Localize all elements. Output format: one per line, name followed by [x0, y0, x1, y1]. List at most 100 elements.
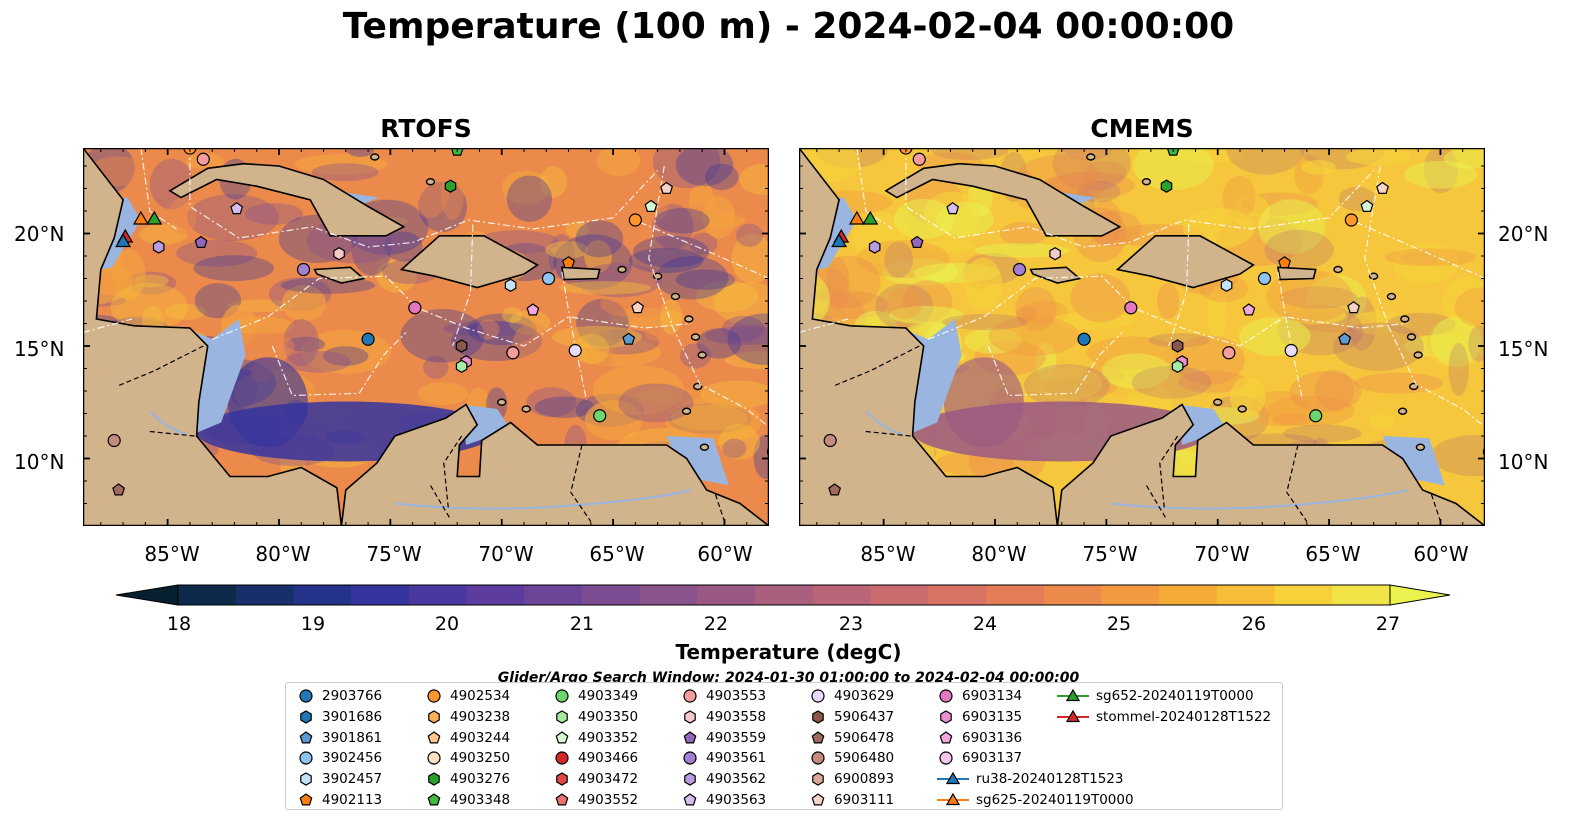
legend-marker-icon: [299, 793, 313, 806]
legend-item: 5906478: [808, 728, 894, 748]
legend-marker-icon: [939, 730, 953, 744]
colorbar-segment: [1043, 585, 1103, 605]
legend-item: ru38-20240128T1523: [936, 769, 1123, 789]
float-marker: [631, 301, 645, 314]
legend-marker-icon: [811, 751, 825, 765]
float-marker: [444, 179, 457, 193]
legend-label: 6903134: [962, 688, 1023, 704]
legend-marker-icon: [556, 772, 568, 786]
legend-marker-icon: [684, 710, 696, 724]
legend-marker-icon: [811, 730, 825, 744]
lon-label-70w: 70°W: [478, 542, 534, 566]
legend-marker-icon: [940, 710, 952, 724]
legend-item: 4903553: [680, 686, 766, 706]
legend-item: 4903238: [424, 707, 510, 727]
float-marker: [823, 433, 837, 448]
legend-marker-icon: [555, 730, 569, 744]
float-marker: [1049, 247, 1061, 261]
legend-item: 4903466: [552, 748, 638, 768]
float-marker: [408, 301, 422, 315]
figure-title: Temperature (100 m) - 2024-02-04 00:00:0…: [342, 6, 1235, 47]
lon-label-80w: 80°W: [255, 542, 311, 566]
legend-label: sg652-20240119T0000: [1096, 688, 1254, 704]
legend-item: 4903349: [552, 686, 638, 706]
legend-label: 6903135: [962, 708, 1023, 725]
legend-marker-icon: [299, 751, 313, 765]
float-marker: [333, 247, 345, 261]
legend-item: 6900893: [808, 769, 894, 789]
colorbar-segment: [755, 585, 814, 605]
legend-label: 5906437: [834, 708, 895, 725]
legend-item: 4903629: [808, 686, 894, 706]
legend-label: 4903561: [706, 750, 767, 767]
colorbar-segment: [235, 585, 295, 605]
legend-label: 6903111: [834, 792, 895, 808]
legend-label: 4903352: [578, 729, 639, 746]
colorbar-segment: [351, 585, 410, 605]
float-marker: [660, 181, 674, 195]
legend-marker-icon: [811, 793, 825, 806]
float-marker: [828, 483, 842, 496]
legend-label: sg625-20240119T0000: [976, 792, 1134, 808]
legend-marker-icon: [427, 730, 441, 744]
colorbar-segment: [1101, 585, 1160, 605]
colorbar-tick: 21: [569, 613, 595, 635]
legend-marker-icon: [683, 793, 697, 806]
legend-marker-icon: [300, 710, 312, 724]
lat-label-10n-right: 10°N: [1498, 450, 1549, 474]
legend-label: ru38-20240128T1523: [976, 771, 1124, 788]
legend-item: 4903348: [424, 790, 510, 810]
float-marker: [1278, 256, 1292, 269]
legend-label: 4903238: [450, 708, 511, 725]
colorbar-segment: [928, 585, 987, 605]
colorbar-tick: 25: [1106, 613, 1132, 635]
legend-item: 4903558: [680, 707, 766, 727]
lon-label-85w: 85°W: [860, 542, 916, 566]
float-marker: [526, 303, 540, 316]
legend-item: 6903135: [936, 707, 1022, 727]
colorbar-tick: 26: [1241, 613, 1267, 635]
float-marker: [848, 210, 865, 225]
legend-marker-icon: [427, 689, 441, 703]
lon-label-75w: 75°W: [1082, 542, 1138, 566]
legend-label: 4902534: [450, 688, 511, 704]
colorbar-tick: 19: [300, 613, 326, 635]
legend-label: 5906480: [834, 750, 895, 767]
legend-label: 5906478: [834, 729, 895, 746]
float-marker: [115, 233, 132, 248]
legend-label: 4903553: [706, 688, 767, 704]
legend-label: 3902457: [322, 771, 383, 788]
float-marker: [1077, 332, 1091, 346]
float-marker: [1242, 303, 1256, 316]
legend-marker-icon: [812, 772, 824, 786]
colorbar-tick: 27: [1375, 613, 1401, 635]
float-marker: [1222, 346, 1236, 360]
float-marker: [1171, 359, 1184, 373]
colorbar-segment: [408, 585, 468, 605]
legend-marker-icon: [555, 793, 569, 806]
legend-item: 6903137: [936, 748, 1022, 768]
legend-item: 4903472: [552, 769, 638, 789]
lon-label-60w: 60°W: [1413, 542, 1469, 566]
legend-marker-icon: [937, 792, 969, 806]
lon-label-85w: 85°W: [144, 542, 200, 566]
legend-item: 4902534: [424, 686, 510, 706]
legend-label: 3901861: [322, 729, 383, 746]
lat-label-15n-right: 15°N: [1498, 337, 1549, 361]
colorbar-segment: [870, 585, 929, 605]
legend-item: 4902113: [296, 790, 382, 810]
legend-item: 4903562: [680, 769, 766, 789]
float-marker: [152, 240, 165, 254]
legend-item: sg652-20240119T0000: [1056, 686, 1254, 706]
legend-item: 6903111: [808, 790, 894, 810]
legend-label: 6903137: [962, 750, 1023, 767]
float-marker: [504, 278, 517, 292]
float-marker: [107, 433, 121, 448]
float-marker: [862, 210, 879, 225]
legend-item: 3901861: [296, 728, 382, 748]
legend-item: 2903766: [296, 686, 382, 706]
float-marker: [194, 235, 208, 249]
legend-marker-icon: [683, 751, 697, 765]
legend-label: stommel-20240128T1522: [1096, 708, 1272, 725]
legend-marker-icon: [427, 751, 441, 765]
